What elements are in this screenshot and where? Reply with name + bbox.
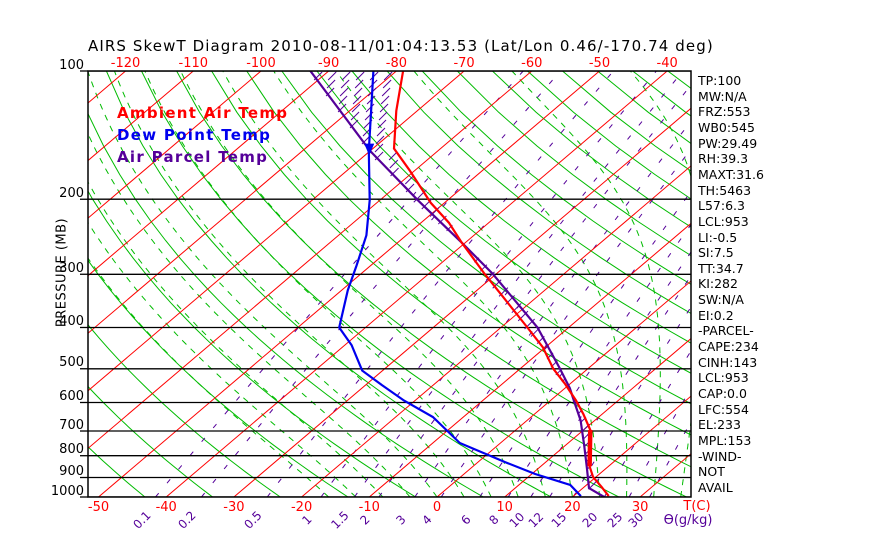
top-temp-tick-label: -110: [178, 56, 209, 71]
stat-cape: CAPE:234: [698, 339, 759, 355]
pressure-tick-label: 400: [59, 313, 84, 329]
bottom-temp-tick-label: 10: [496, 500, 513, 515]
stat-wind: -WIND-: [698, 448, 742, 464]
stat-si: SI:7.5: [698, 245, 734, 261]
pressure-tick-label: 900: [59, 464, 84, 479]
stat-tp: TP:100: [698, 73, 742, 88]
pressure-tick-label: 500: [59, 355, 84, 371]
stat-avail: AVAIL: [698, 479, 733, 495]
pressure-tick-label: 200: [59, 185, 84, 201]
stat-frz: FRZ:553: [698, 104, 751, 120]
stat-ki: KI:282: [698, 276, 738, 292]
top-temp-tick-label: -60: [521, 56, 543, 71]
legend-air-parcel-temp: Air Parcel Temp: [117, 148, 269, 166]
bottom-temp-tick-label: -30: [223, 500, 245, 515]
bottom-temp-tick-label: -20: [290, 500, 313, 515]
stat-tt: TT:34.7: [698, 260, 744, 276]
top-temp-tick-label: -80: [385, 56, 407, 71]
stat-li: LI:-0.5: [698, 229, 738, 245]
stat-maxt: MAXT:31.6: [698, 166, 764, 182]
bottom-temp-tick-label: 0: [432, 500, 442, 515]
stat-rh: RH:39.3: [698, 151, 749, 167]
top-temp-tick-label: -100: [246, 56, 276, 71]
plot-background: [88, 71, 691, 497]
air-parcel-curve: [309, 71, 605, 497]
top-temp-tick-label: -40: [656, 56, 678, 71]
temp-unit-label: T(C): [683, 499, 711, 514]
mixing-ratio-unit-label: Ɵ(g/kg): [663, 513, 713, 528]
page-title: AIRS SkewT Diagram 2010-08-11/01:04:13.5…: [88, 37, 714, 55]
top-temp-tick-label: -90: [318, 56, 340, 71]
pressure-tick-label: 1000: [50, 483, 84, 499]
dew-point-curve: [338, 71, 582, 497]
pressure-tick-label: 300: [59, 260, 84, 276]
stat-mw: MW:N/A: [698, 88, 747, 104]
mpl-arrow-marker: [364, 143, 375, 156]
stat-th: TH:5463: [698, 182, 752, 198]
stat-el: EL:233: [698, 417, 741, 433]
top-temp-tick-label: -120: [110, 56, 141, 71]
stat-lcl: LCL:953: [698, 370, 749, 386]
stat-parcel: -PARCEL-: [698, 323, 754, 339]
bottom-temp-tick-label: 20: [564, 500, 581, 515]
stat-l57: L57:6.3: [698, 198, 745, 214]
stat-ei: EI:0.2: [698, 307, 734, 323]
pressure-tick-label: 800: [59, 442, 84, 458]
bottom-temp-tick-label: -50: [87, 500, 110, 515]
stat-not: NOT: [698, 464, 725, 480]
legend-ambient-air-temp: Ambient Air Temp: [117, 104, 289, 122]
stat-sw: SW:N/A: [698, 292, 744, 308]
stat-lfc: LFC:554: [698, 401, 749, 417]
stat-cap: CAP:0.0: [698, 386, 747, 401]
pressure-tick-label: 700: [59, 417, 84, 433]
stat-wb0: WB0:545: [698, 119, 755, 135]
bottom-temp-tick-label: 30: [631, 500, 649, 515]
pressure-tick-label: 600: [59, 388, 84, 404]
stat-cinh: CINH:143: [698, 354, 758, 370]
plot-frame: [87, 70, 692, 498]
top-temp-tick-label: -50: [588, 56, 611, 71]
top-temp-tick-label: -70: [453, 56, 475, 71]
bottom-temp-tick-label: -10: [358, 500, 380, 515]
stat-pw: PW:29.49: [698, 135, 758, 151]
pressure-tick-label: 100: [59, 57, 84, 73]
stat-mpl: MPL:153: [698, 432, 752, 448]
bottom-temp-tick-label: -40: [155, 500, 177, 515]
stat-lcl: LCL:953: [698, 213, 749, 229]
legend-dew-point-temp: Dew Point Temp: [117, 126, 272, 144]
